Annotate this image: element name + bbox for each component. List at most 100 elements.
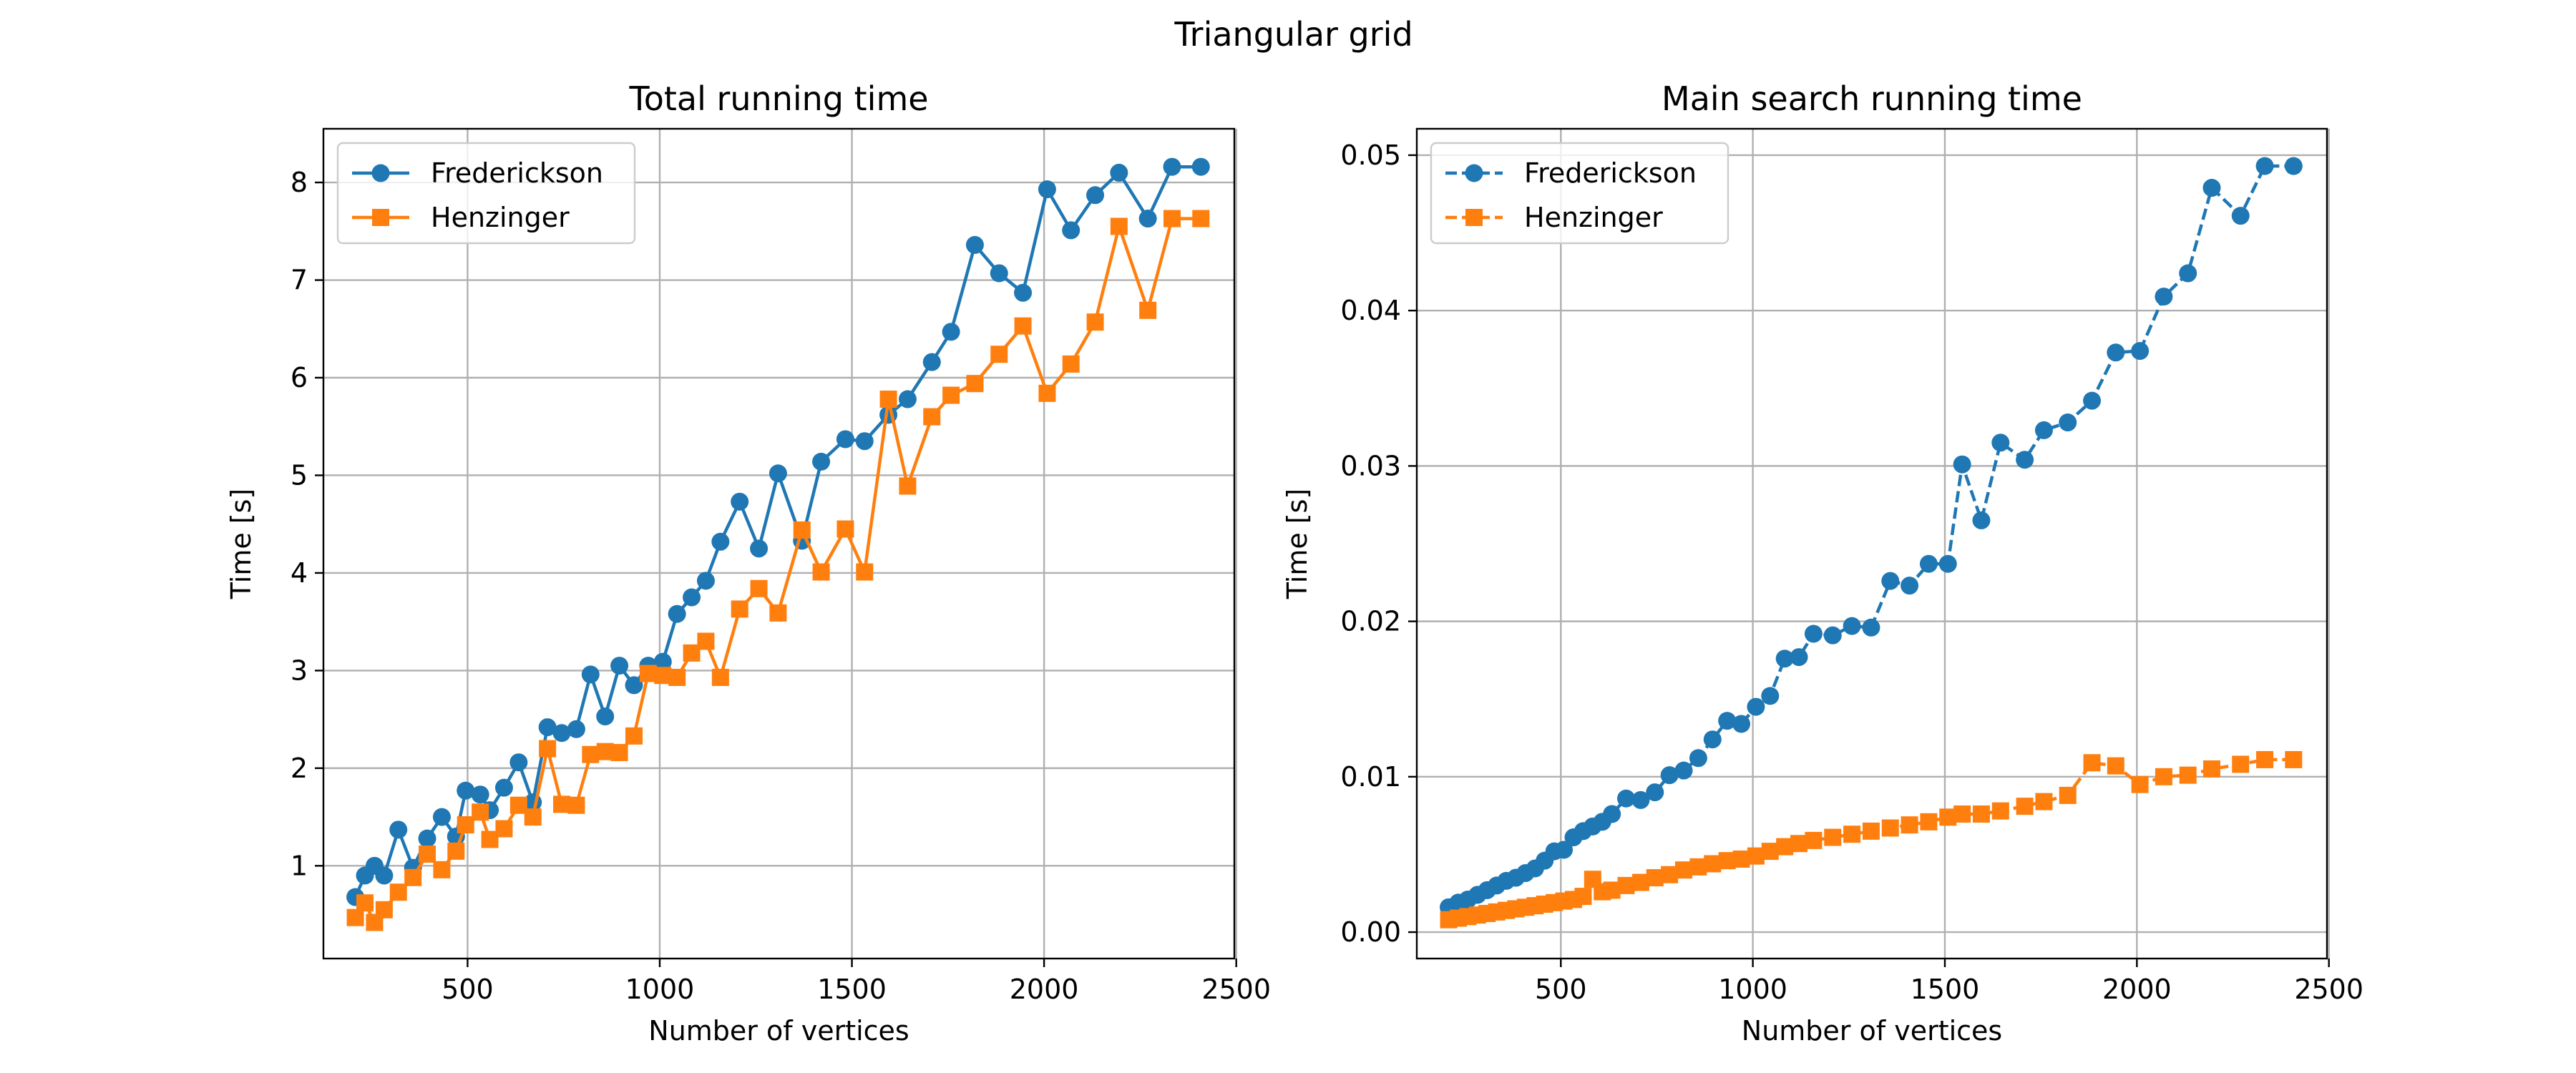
data-point-frederickson: [965, 235, 984, 254]
data-point-henzinger: [639, 665, 657, 682]
data-point-frederickson: [457, 781, 475, 800]
data-point-frederickson: [1747, 697, 1765, 716]
axes-frame: [1415, 127, 2328, 960]
data-point-frederickson: [625, 676, 643, 695]
data-point-frederickson: [2107, 343, 2125, 362]
x-tick-label: 500: [1535, 974, 1587, 1005]
data-point-frederickson: [1674, 761, 1693, 780]
legend-marker-frederickson: [1465, 164, 1483, 182]
data-point-frederickson: [942, 323, 960, 341]
data-point-henzinger: [567, 796, 585, 814]
data-point-frederickson: [418, 829, 436, 848]
data-point-henzinger: [1574, 888, 1592, 906]
data-point-henzinger: [990, 346, 1008, 363]
data-point-frederickson: [1732, 715, 1751, 733]
data-point-frederickson: [1014, 283, 1033, 302]
x-tick-label: 1000: [625, 974, 695, 1005]
y-tick-label: 1: [291, 850, 308, 881]
axes-frame: [322, 127, 1236, 960]
data-point-frederickson: [471, 785, 489, 804]
data-point-henzinger: [2232, 755, 2250, 773]
data-point-frederickson: [2284, 157, 2303, 175]
data-point-frederickson: [1646, 783, 1664, 802]
data-point-frederickson: [1953, 455, 1971, 474]
data-point-henzinger: [1991, 802, 2009, 820]
data-point-frederickson: [375, 866, 394, 885]
data-point-henzinger: [856, 563, 874, 581]
data-point-frederickson: [538, 718, 557, 737]
data-point-frederickson: [836, 430, 854, 449]
data-point-frederickson: [1881, 572, 1900, 590]
data-point-henzinger: [793, 521, 811, 539]
legend-marker-henzinger: [372, 209, 389, 226]
data-point-frederickson: [1862, 618, 1880, 637]
x-tick-label: 1500: [817, 974, 887, 1005]
y-tick-label: 4: [291, 557, 308, 589]
x-tick-label: 2500: [1201, 974, 1271, 1005]
legend-label-frederickson: Frederickson: [1524, 157, 1697, 189]
data-point-frederickson: [1718, 712, 1737, 730]
data-point-frederickson: [494, 778, 513, 797]
data-point-henzinger: [375, 901, 393, 918]
data-point-frederickson: [696, 572, 715, 590]
data-point-frederickson: [1790, 648, 1808, 667]
data-point-henzinger: [1881, 819, 1899, 837]
data-point-frederickson: [1660, 766, 1679, 785]
data-point-frederickson: [1804, 624, 1823, 643]
data-point-henzinger: [2083, 754, 2101, 772]
data-point-henzinger: [1192, 210, 1210, 227]
data-point-henzinger: [457, 816, 474, 834]
data-point-frederickson: [596, 707, 615, 726]
data-point-frederickson: [1138, 210, 1157, 228]
data-point-henzinger: [1843, 825, 1861, 843]
y-tick-label: 0.05: [1340, 139, 1401, 171]
data-point-frederickson: [509, 753, 528, 772]
data-point-henzinger: [2155, 768, 2172, 785]
search-chart-title: Main search running time: [1662, 79, 2082, 118]
x-tick-label: 1500: [1911, 974, 1980, 1005]
right-subplot: 500 1000 1500 2000 2500 0.00 0.01 0.02 0.03 0.04 0…: [1282, 79, 2363, 1047]
data-point-frederickson: [2231, 207, 2250, 225]
data-point-frederickson: [1163, 157, 1181, 176]
data-point-frederickson: [552, 724, 571, 743]
data-point-frederickson: [2059, 413, 2077, 432]
data-point-frederickson: [2034, 421, 2053, 439]
data-point-henzinger: [1062, 355, 1080, 373]
data-point-frederickson: [1603, 805, 1621, 823]
data-point-henzinger: [419, 845, 436, 863]
data-point-frederickson: [2155, 288, 2173, 306]
data-point-henzinger: [668, 668, 686, 686]
search-x-axis-label: Number of vertices: [1742, 1015, 2002, 1047]
y-tick-label: 5: [291, 459, 308, 491]
legend-marker-frederickson: [371, 164, 390, 182]
data-point-henzinger: [553, 795, 571, 813]
data-point-henzinger: [879, 391, 897, 408]
data-point-frederickson: [432, 808, 451, 826]
data-point-frederickson: [1191, 157, 1210, 176]
x-tick-label: 2000: [1010, 974, 1079, 1005]
data-point-henzinger: [731, 600, 748, 618]
data-point-frederickson: [1631, 790, 1650, 809]
data-point-henzinger: [1790, 835, 1808, 853]
data-point-henzinger: [1675, 861, 1693, 879]
data-point-henzinger: [711, 668, 729, 686]
data-point-henzinger: [610, 744, 628, 762]
data-point-henzinger: [923, 408, 941, 426]
data-point-frederickson: [1823, 626, 1842, 645]
y-tick-label: 0.01: [1340, 761, 1401, 793]
data-point-henzinger: [1953, 805, 1971, 823]
legend-marker-henzinger: [1465, 209, 1483, 226]
y-tick-label: 6: [291, 362, 308, 393]
data-point-henzinger: [750, 579, 768, 597]
data-point-henzinger: [2016, 798, 2034, 815]
data-point-henzinger: [625, 727, 643, 745]
total-x-axis-label: Number of vertices: [648, 1015, 909, 1047]
data-point-frederickson: [581, 665, 600, 684]
data-point-henzinger: [539, 740, 557, 758]
y-tick-label: 0.02: [1340, 606, 1401, 637]
y-tick-label: 2: [291, 753, 308, 784]
total-legend: [336, 142, 636, 245]
data-point-frederickson: [683, 588, 701, 607]
data-point-henzinger: [1086, 313, 1104, 331]
